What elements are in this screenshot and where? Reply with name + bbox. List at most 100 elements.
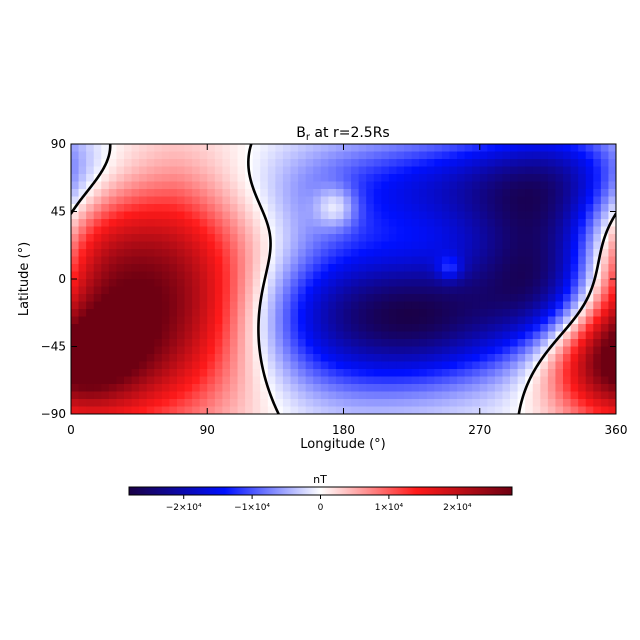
heatmap-cell: [313, 309, 322, 318]
heatmap-cell: [214, 181, 223, 190]
heatmap-cell: [313, 369, 322, 378]
heatmap-cell: [154, 211, 163, 220]
heatmap-cell: [328, 144, 337, 153]
heatmap-cell: [78, 204, 87, 213]
heatmap-cell: [207, 144, 216, 153]
heatmap-cell: [116, 376, 125, 385]
heatmap-cell: [494, 234, 504, 243]
heatmap-cell: [199, 309, 208, 318]
heatmap-cell: [320, 226, 329, 235]
heatmap-cell: [419, 309, 428, 318]
heatmap-cell: [457, 256, 466, 265]
heatmap-cell: [131, 256, 140, 265]
heatmap-cell: [229, 144, 239, 153]
heatmap-cell: [464, 354, 473, 363]
heatmap-cell: [229, 226, 239, 235]
heatmap-cell: [305, 294, 314, 303]
heatmap-cell: [161, 166, 170, 175]
heatmap-cell: [479, 159, 488, 168]
heatmap-cell: [419, 376, 428, 385]
heatmap-cell: [555, 189, 564, 198]
heatmap-cell: [199, 241, 208, 250]
heatmap-cell: [229, 406, 239, 414]
heatmap-cell: [161, 211, 170, 220]
heatmap-cell: [320, 369, 329, 378]
heatmap-cell: [510, 271, 519, 280]
heatmap-cell: [161, 204, 170, 213]
heatmap-cell: [441, 316, 451, 325]
heatmap-cell: [441, 144, 451, 153]
heatmap-cell: [517, 211, 526, 220]
heatmap-cell: [494, 189, 504, 198]
heatmap-cell: [426, 189, 435, 198]
heatmap-cell: [176, 279, 186, 288]
heatmap-cell: [260, 159, 269, 168]
heatmap-cell: [494, 159, 504, 168]
heatmap-cell: [404, 256, 413, 265]
heatmap-cell: [320, 159, 329, 168]
heatmap-cell: [411, 256, 420, 265]
heatmap-cell: [373, 294, 382, 303]
heatmap-cell: [101, 144, 110, 153]
heatmap-cell: [313, 406, 322, 414]
heatmap-cell: [373, 279, 382, 288]
heatmap-cell: [510, 346, 519, 355]
heatmap-cell: [525, 294, 534, 303]
heatmap-cell: [419, 339, 428, 348]
heatmap-cell: [441, 331, 451, 340]
heatmap-cell: [199, 384, 208, 393]
heatmap-cell: [93, 159, 102, 168]
heatmap-cell: [139, 391, 148, 400]
heatmap-cell: [252, 376, 261, 385]
heatmap-cell: [479, 226, 488, 235]
heatmap-cell: [404, 331, 413, 340]
heatmap-cell: [154, 301, 163, 310]
heatmap-cell: [578, 361, 587, 370]
heatmap-cell: [123, 189, 133, 198]
heatmap-cell: [161, 174, 170, 183]
heatmap-cell: [78, 354, 87, 363]
heatmap-cell: [328, 346, 337, 355]
heatmap-cell: [313, 234, 322, 243]
heatmap-cell: [532, 264, 541, 273]
heatmap-cell: [184, 204, 193, 213]
heatmap-cell: [381, 279, 390, 288]
heatmap-cell: [585, 346, 594, 355]
heatmap-cell: [290, 264, 299, 273]
heatmap-cell: [419, 369, 428, 378]
heatmap-cell: [472, 339, 481, 348]
heatmap-cell: [479, 264, 488, 273]
heatmap-cell: [449, 301, 458, 310]
heatmap-cell: [555, 264, 564, 273]
heatmap-cell: [131, 294, 140, 303]
heatmap-cell: [222, 391, 231, 400]
heatmap-cell: [335, 159, 345, 168]
heatmap-cell: [123, 256, 133, 265]
heatmap-cell: [494, 241, 504, 250]
heatmap-cell: [404, 294, 413, 303]
heatmap-cell: [373, 181, 382, 190]
heatmap-cell: [267, 166, 276, 175]
heatmap-cell: [184, 219, 193, 228]
heatmap-cell: [305, 211, 314, 220]
heatmap-cell: [479, 346, 488, 355]
heatmap-cell: [184, 331, 193, 340]
heatmap-cell: [449, 399, 458, 408]
heatmap-cell: [282, 294, 292, 303]
heatmap-cell: [101, 406, 110, 414]
heatmap-cell: [146, 271, 155, 280]
heatmap-cell: [93, 144, 102, 153]
heatmap-cell: [320, 339, 329, 348]
heatmap-cell: [494, 331, 504, 340]
heatmap-cell: [502, 211, 511, 220]
heatmap-cell: [540, 166, 549, 175]
heatmap-cell: [237, 151, 246, 160]
heatmap-cell: [563, 286, 572, 295]
heatmap-cell: [161, 241, 170, 250]
heatmap-cell: [199, 234, 208, 243]
heatmap-cell: [305, 324, 314, 333]
heatmap-cell: [290, 241, 299, 250]
heatmap-cell: [396, 204, 405, 213]
heatmap-cell: [540, 256, 549, 265]
heatmap-cell: [184, 144, 193, 153]
